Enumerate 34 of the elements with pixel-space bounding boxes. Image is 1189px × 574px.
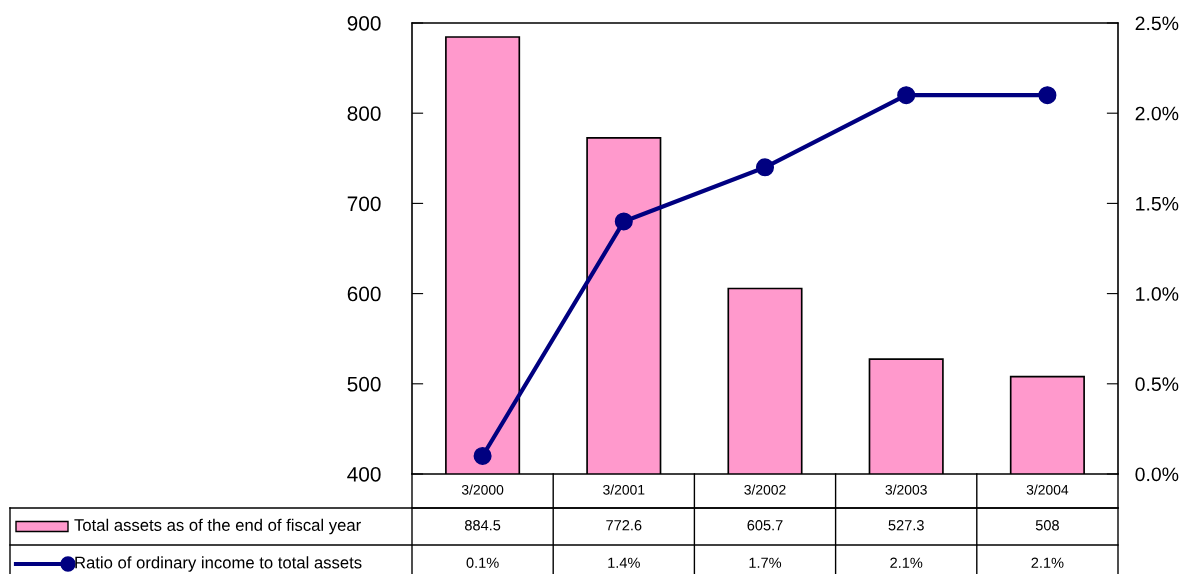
legend-label: Ratio of ordinary income to total assets [75,556,362,572]
y2-tick-label: 2.5% [1135,16,1179,31]
point [614,212,633,231]
x-tick-label: 3/2000 [461,484,504,495]
data-label: 2.1% [890,557,923,568]
y2-tick-label: 1.0% [1136,287,1179,301]
x-tick-label: 3/2002 [744,484,786,495]
legend-label: Total assets as of the end of fiscal year [74,518,361,535]
data-label: 1.4% [608,557,640,568]
y-tick-label: 500 [347,376,381,392]
point [897,86,916,105]
x-tick-label: 3/2004 [1026,484,1069,495]
y-tick-label: 900 [347,16,381,31]
y-tick-label: 600 [347,286,381,302]
y2-tick-label: 0.0% [1135,467,1179,482]
data-label: 2.1% [1031,557,1064,568]
point [473,446,492,465]
data-label: 527.3 [888,520,924,531]
x-tick-label: 3/2003 [885,484,927,495]
y-tick-label: 800 [347,106,381,121]
x-tick-label: 3/2001 [603,484,645,495]
y2-tick-label: 2.0% [1135,106,1179,121]
data-label: 1.7% [749,557,782,568]
data-label: 605.7 [747,520,783,531]
data-label: 772.6 [606,520,642,531]
point [755,158,775,177]
data-label: 508 [1035,520,1059,531]
y2-tick-label: 0.5% [1135,377,1179,392]
data-label: 884.5 [464,520,501,531]
y-tick-label: 400 [347,467,381,482]
data-label: 0.1% [466,557,499,568]
point [1038,86,1057,105]
y2-tick-label: 1.5% [1136,196,1179,211]
y-tick-label: 700 [347,196,381,212]
